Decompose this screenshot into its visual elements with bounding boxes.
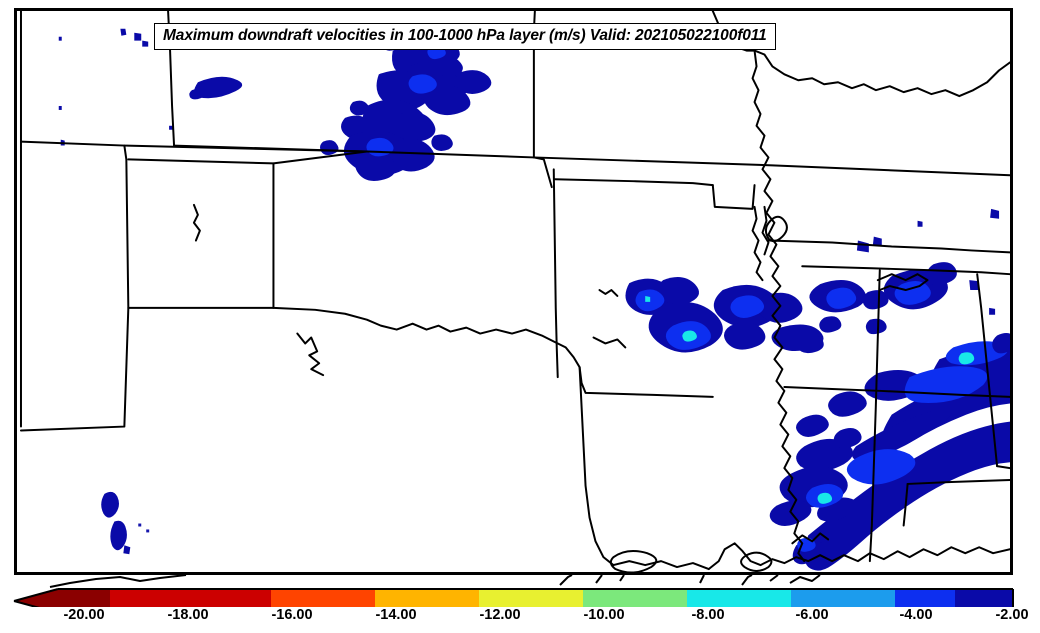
colorbar-tick-labels: -20.00 -18.00 -16.00 -14.00 -12.00 -10.0…	[0, 607, 1040, 633]
colorbar-tick-label: -16.00	[271, 607, 313, 623]
colorbar-segments	[14, 589, 1013, 607]
colorbar-tick-label: -20.00	[63, 607, 105, 623]
map-panel: Maximum downdraft velocities in 100-1000…	[14, 8, 1013, 575]
map-canvas	[19, 11, 1010, 572]
title-box: Maximum downdraft velocities in 100-1000…	[154, 23, 776, 50]
colorbar-tick-label: -12.00	[479, 607, 521, 623]
colorbar: -20.00 -18.00 -16.00 -14.00 -12.00 -10.0…	[0, 575, 1040, 633]
colorbar-tick-label: -6.00	[795, 607, 829, 623]
plot-title: Maximum downdraft velocities in 100-1000…	[163, 27, 767, 44]
colorbar-tick-label: -10.00	[583, 607, 625, 623]
colorbar-tick-label: -4.00	[899, 607, 933, 623]
colorbar-tick-label: -18.00	[167, 607, 209, 623]
colorbar-tick-label: -2.00	[995, 607, 1029, 623]
colorbar-tick-label: -8.00	[691, 607, 725, 623]
colorbar-canvas	[13, 575, 1014, 607]
colorbar-tick-label: -14.00	[375, 607, 417, 623]
